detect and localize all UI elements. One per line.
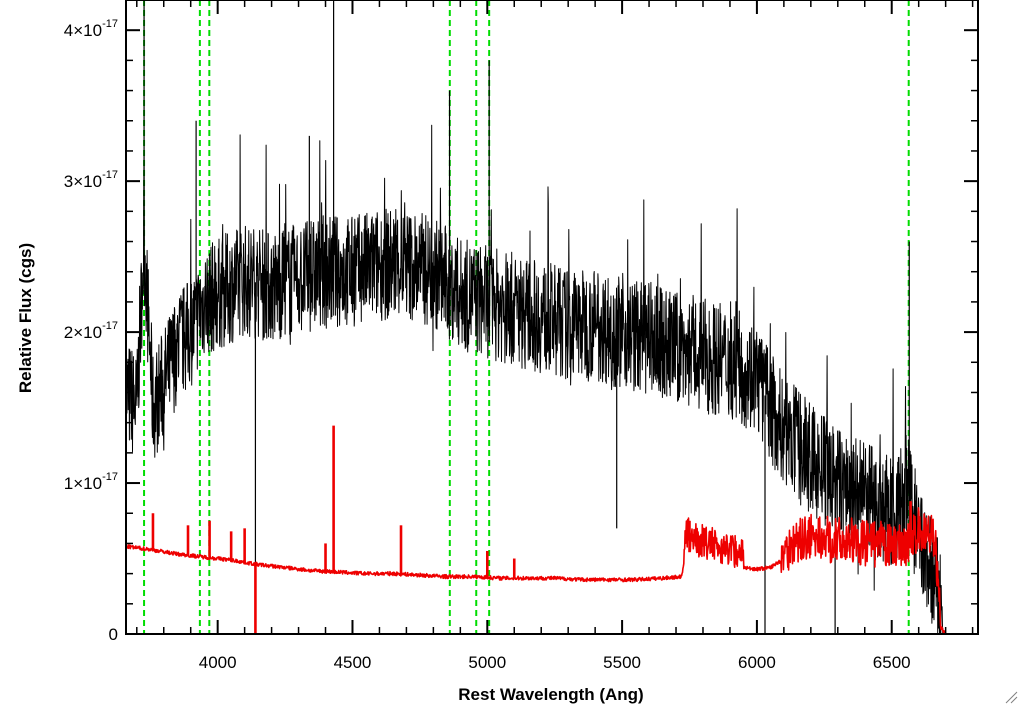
y-tick-label: 1×10-17 [64, 471, 118, 493]
x-axis-title: Rest Wavelength (Ang) [458, 685, 643, 704]
series-layer [125, 0, 978, 635]
series-line-0 [125, 124, 978, 635]
series-line-1 [125, 507, 978, 635]
y-axis-title: Relative Flux (cgs) [16, 243, 35, 393]
x-tick-label: 6000 [738, 653, 776, 672]
x-tick-label: 4500 [334, 653, 372, 672]
x-tick-label: 5500 [603, 653, 641, 672]
y-tick-label: 0 [109, 625, 118, 644]
plot-frame [125, 0, 979, 635]
y-tick-label: 2×10-17 [64, 320, 118, 342]
axes-layer: 4000 4500 5000 5500 6000 6500 0 1×10-17 2×10-17 3… [64, 0, 979, 672]
y-tick-label: 4×10-17 [64, 18, 118, 40]
x-tick-label: 5000 [468, 653, 506, 672]
y-tick-label: 3×10-17 [64, 169, 118, 191]
x-tick-label: 6500 [873, 653, 911, 672]
resize-grip-icon[interactable] [1004, 690, 1018, 704]
x-tick-label: 4000 [199, 653, 237, 672]
